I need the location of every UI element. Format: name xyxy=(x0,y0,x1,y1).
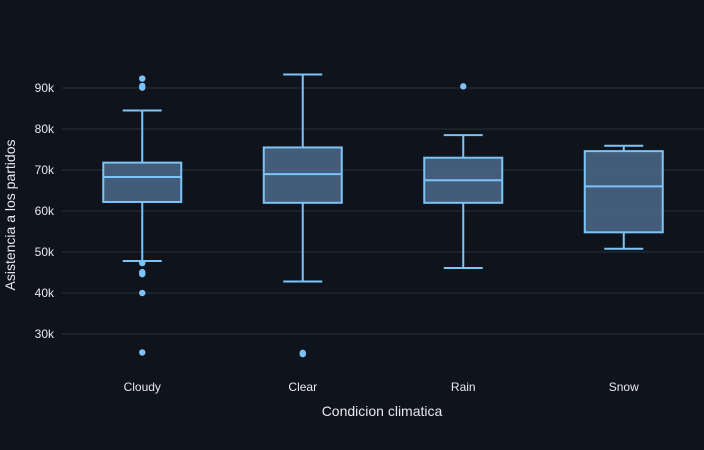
outlier-point xyxy=(139,289,146,297)
outlier-point xyxy=(139,84,146,91)
y-tick-label: 70k xyxy=(35,163,55,177)
box-snow xyxy=(583,144,664,250)
y-tick-label: 80k xyxy=(35,122,55,136)
x-axis-title: Condicion climatica xyxy=(322,403,443,419)
box-clear xyxy=(262,73,343,358)
box-iqr xyxy=(262,146,343,204)
x-tick-label: Cloudy xyxy=(124,380,161,394)
box-cloudy xyxy=(102,75,183,356)
y-tick-label: 60k xyxy=(35,204,55,218)
outlier-point xyxy=(139,270,146,278)
boxes xyxy=(102,73,664,358)
y-tick-label: 90k xyxy=(35,81,55,95)
box-iqr xyxy=(583,150,664,234)
y-tick-label: 50k xyxy=(35,245,55,259)
box-rain xyxy=(423,83,504,269)
outlier-point xyxy=(139,349,146,356)
outlier-point xyxy=(460,83,467,90)
x-tick-label: Rain xyxy=(451,380,476,394)
x-axis-ticks: Cloudy Clear Rain Snow xyxy=(124,380,640,394)
y-axis-ticks: 30k 40k 50k 60k 70k 80k 90k xyxy=(35,81,55,341)
box-iqr xyxy=(102,161,183,203)
outlier-point xyxy=(139,259,146,267)
y-axis-title: Asistencia a los partidos xyxy=(2,140,18,291)
outlier-point xyxy=(139,75,146,82)
y-tick-label: 40k xyxy=(35,286,55,300)
outlier-point xyxy=(299,350,306,358)
y-tick-label: 30k xyxy=(35,327,55,341)
x-tick-label: Clear xyxy=(288,380,317,394)
x-tick-label: Snow xyxy=(609,380,639,394)
